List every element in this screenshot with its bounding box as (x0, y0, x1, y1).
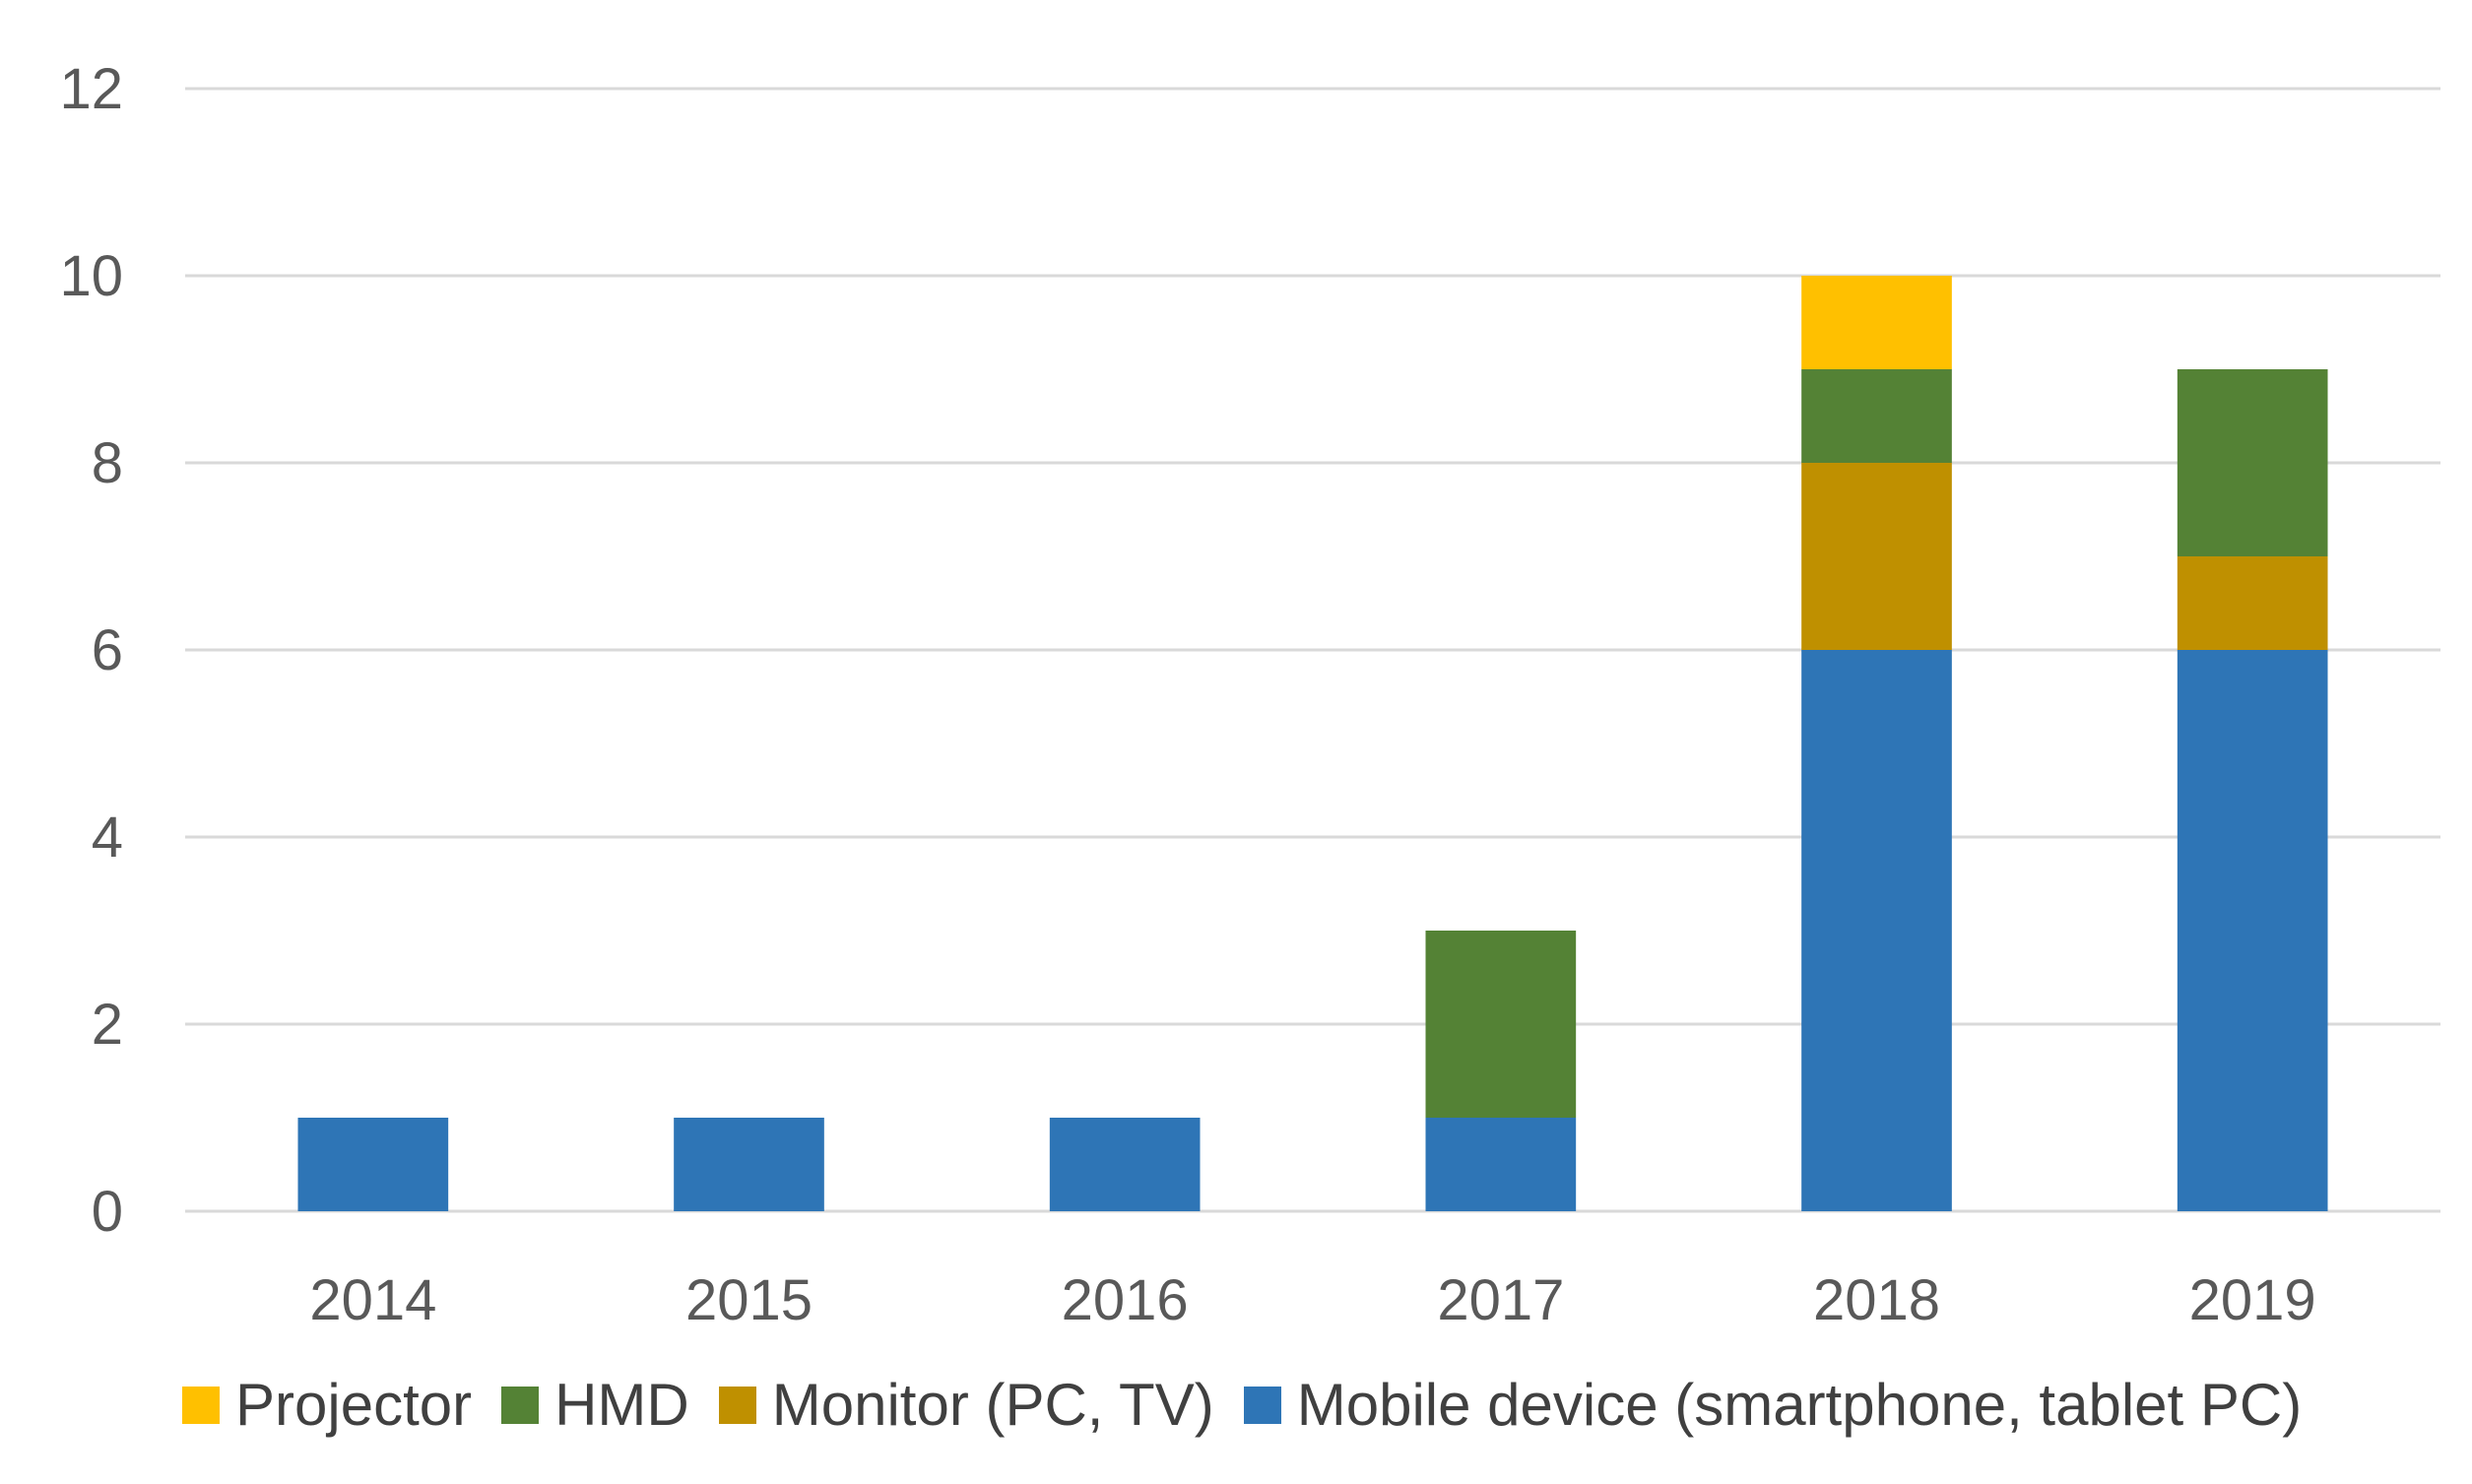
legend-swatch (501, 1386, 540, 1424)
bar-2017-hmd (1425, 931, 1577, 1118)
bar-2018-monitor-pc-tv (1801, 463, 1952, 650)
y-tick-label: 8 (92, 431, 123, 495)
legend-item-monitor-pc-tv: Monitor (PC, TV) (718, 1371, 1214, 1439)
y-tick-label: 6 (92, 618, 123, 682)
bar-2019-monitor-pc-tv (2177, 556, 2328, 650)
bar-2018-projector (1801, 276, 1952, 369)
x-axis-ticks: 2014 2015 2016 2017 2018 2019 (309, 1268, 2315, 1332)
bars (297, 276, 2328, 1211)
legend-swatch (718, 1386, 756, 1424)
legend-item-mobile-device-smartphone-tablet-pc: Mobile device (smartphone, tablet PC) (1243, 1371, 2303, 1439)
bar-2014-mobile-device-smartphone-tablet-pc (297, 1118, 449, 1211)
legend-label: Monitor (PC, TV) (771, 1372, 1214, 1438)
bar-2015-mobile-device-smartphone-tablet-pc (674, 1118, 824, 1211)
x-tick-label-2016: 2016 (1062, 1268, 1189, 1332)
legend-item-hmd: HMD (501, 1371, 689, 1439)
bar-2018-mobile-device-smartphone-tablet-pc (1801, 650, 1952, 1211)
x-tick-label-2017: 2017 (1437, 1268, 1564, 1332)
y-tick-label: 0 (92, 1180, 123, 1244)
bar-2018-hmd (1801, 369, 1952, 463)
legend-item-projector: Projector (182, 1371, 472, 1439)
bar-2016-mobile-device-smartphone-tablet-pc (1049, 1118, 1201, 1211)
x-tick-label-2015: 2015 (685, 1268, 813, 1332)
bar-2017-mobile-device-smartphone-tablet-pc (1425, 1118, 1577, 1211)
bar-2019-mobile-device-smartphone-tablet-pc (2177, 650, 2328, 1211)
x-tick-label-2019: 2019 (2189, 1268, 2316, 1332)
y-axis-ticks: 0 2 4 6 8 10 12 (59, 57, 123, 1244)
legend-swatch (182, 1386, 220, 1424)
legend: Projector HMD Monitor (PC, TV) Mobile devic… (182, 1371, 2331, 1439)
x-tick-label-2018: 2018 (1813, 1268, 1940, 1332)
bar-2019-hmd (2177, 369, 2328, 556)
gridlines (185, 87, 2440, 1213)
y-tick-label: 2 (92, 993, 123, 1057)
legend-label: Projector (235, 1372, 473, 1438)
legend-swatch (1243, 1386, 1281, 1424)
y-tick-label: 10 (59, 244, 123, 308)
y-tick-label: 4 (92, 806, 123, 870)
legend-label: Mobile device (smartphone, tablet PC) (1296, 1372, 2303, 1438)
y-tick-label: 12 (59, 57, 123, 121)
legend-label: HMD (554, 1372, 689, 1438)
x-tick-label-2014: 2014 (309, 1268, 436, 1332)
